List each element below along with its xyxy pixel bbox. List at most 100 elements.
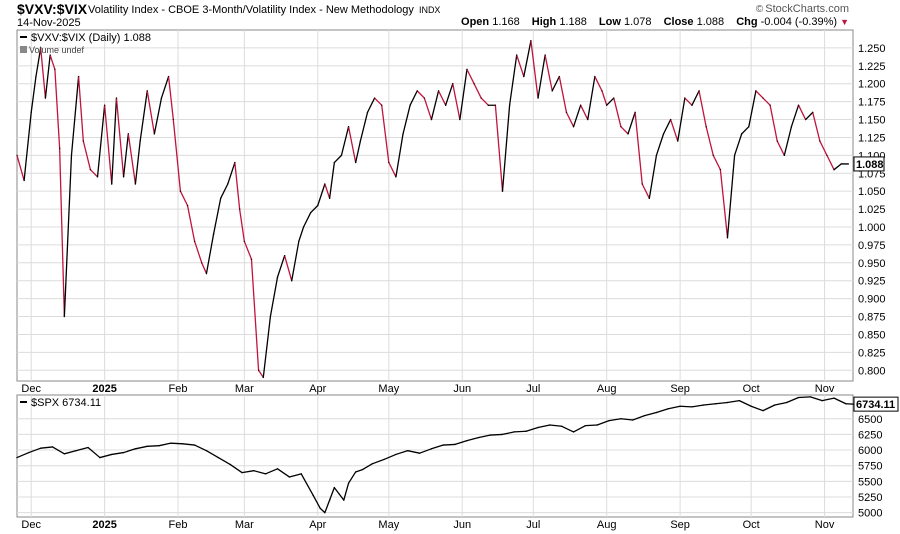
series-segment <box>601 90 608 106</box>
open-value: 1.168 <box>492 16 520 28</box>
series-segment <box>655 133 665 157</box>
series-segment <box>395 133 404 178</box>
month-label: Dec <box>21 519 41 531</box>
series-point <box>466 440 468 442</box>
y-tick-label: 0.975 <box>858 240 886 252</box>
series-segment <box>359 111 369 142</box>
series-point <box>355 161 357 164</box>
series-point <box>845 403 847 405</box>
series-segment <box>212 197 222 235</box>
y-tick-label: 5000 <box>858 508 882 520</box>
series-segment <box>283 254 293 282</box>
ratio-panel: 0.800 0.825 0.850 0.875 0.900 0.925 0.950 0.975… <box>16 29 886 395</box>
series-point <box>445 104 447 106</box>
y-tick-label: 0.950 <box>858 258 886 270</box>
series-point <box>478 436 480 439</box>
series-point <box>833 169 835 171</box>
series-segment <box>63 450 77 455</box>
series-point <box>437 90 440 92</box>
series-segment <box>340 126 350 157</box>
y-tick-label: 1.175 <box>858 97 886 109</box>
series-point <box>324 512 326 514</box>
series-segment <box>319 507 326 514</box>
series-segment <box>662 118 672 135</box>
series-segment <box>565 111 575 128</box>
series-point <box>167 75 170 78</box>
series-segment <box>153 97 163 135</box>
month-label: Nov <box>815 519 835 531</box>
series-segment <box>430 90 440 121</box>
series-point <box>601 90 603 92</box>
chg-value: -0.004 (-0.39%) <box>760 16 838 28</box>
month-label: Apr <box>309 383 326 395</box>
series-point <box>643 415 646 417</box>
series-point <box>442 444 444 446</box>
high-label: High <box>531 16 557 28</box>
series-segment <box>257 369 264 379</box>
series-point <box>329 197 331 199</box>
month-label: Feb <box>169 519 188 531</box>
last-value-label: 1.088 <box>856 159 884 171</box>
series-point <box>381 104 383 106</box>
month-label: Dec <box>21 383 41 395</box>
y-tick-label: 0.800 <box>858 365 886 377</box>
series-segment <box>579 104 589 121</box>
y-tick-label: 6000 <box>858 445 882 457</box>
series-point <box>513 431 515 433</box>
series-segment <box>530 40 539 99</box>
series-segment <box>501 104 511 192</box>
series-point <box>59 147 61 149</box>
series-point <box>561 425 563 427</box>
series-segment <box>82 140 92 171</box>
series-point <box>790 126 793 128</box>
series-point <box>733 154 736 156</box>
series-segment <box>201 262 208 275</box>
series-point <box>179 190 182 192</box>
series-segment <box>826 154 835 171</box>
series-segment <box>49 54 56 71</box>
series-point <box>182 443 184 445</box>
series-point <box>632 419 634 421</box>
month-label: Oct <box>743 383 760 395</box>
y-tick-label: 0.875 <box>858 312 886 324</box>
series-segment <box>99 453 113 459</box>
month-label: May <box>378 519 399 531</box>
series-segment <box>804 111 814 121</box>
y-tick-label: 6250 <box>858 429 882 441</box>
series-segment <box>262 315 272 379</box>
series-point <box>359 140 361 142</box>
y-tick-label: 0.925 <box>858 276 886 288</box>
series-point <box>409 104 411 106</box>
series-point <box>613 97 615 99</box>
series-segment <box>703 403 717 406</box>
series-segment <box>238 208 246 242</box>
series-segment <box>96 104 106 178</box>
series-point <box>234 161 236 164</box>
chart-symbol: $VXV:$VIX <box>17 1 88 17</box>
series-segment <box>288 473 302 478</box>
series-segment <box>437 90 447 106</box>
series-point <box>115 97 118 99</box>
series-point <box>265 473 267 475</box>
series-segment <box>833 163 842 171</box>
series-point <box>523 75 525 78</box>
series-point <box>194 240 196 242</box>
series-segment <box>755 90 764 99</box>
series-point <box>459 118 461 121</box>
y-tick-label: 1.150 <box>858 115 886 127</box>
series-segment <box>229 463 243 474</box>
series-point <box>194 444 196 446</box>
series-segment <box>193 240 203 264</box>
series-segment <box>160 75 170 99</box>
series-point <box>762 410 764 412</box>
series-point <box>111 453 113 456</box>
copyright[interactable]: © StockCharts.com <box>756 3 849 15</box>
series-segment <box>298 226 305 242</box>
series-segment <box>111 97 118 185</box>
series-point <box>23 179 25 182</box>
down-triangle-icon: ▼ <box>840 17 849 27</box>
series-point <box>738 400 740 402</box>
month-label: Sep <box>670 383 690 395</box>
series-segment <box>416 90 425 99</box>
